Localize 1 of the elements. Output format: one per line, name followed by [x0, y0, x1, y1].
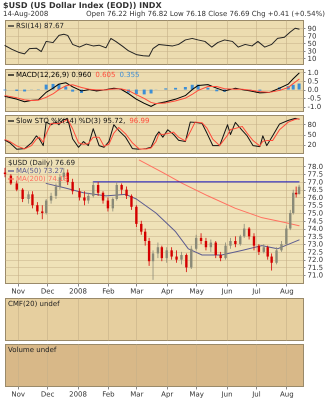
chart-title: $USD (US Dollar Index (EOD)) INDX	[3, 1, 163, 10]
